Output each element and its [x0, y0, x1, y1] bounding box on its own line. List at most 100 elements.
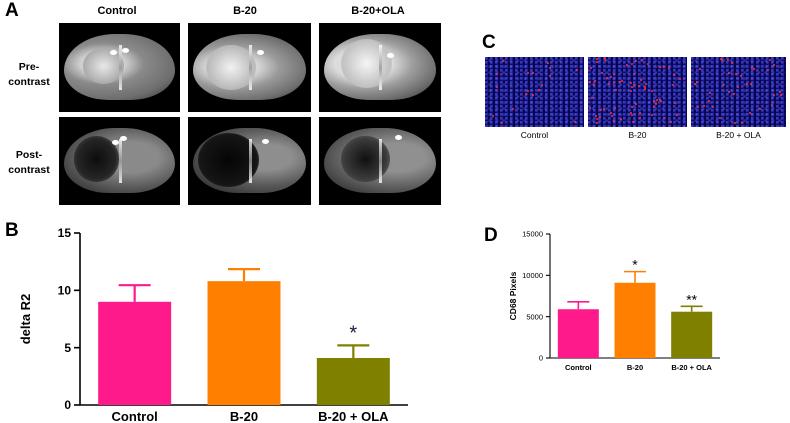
- x-tick-label: Control: [112, 409, 158, 423]
- row-label-line2: contrast: [8, 76, 50, 88]
- y-tick-label: 5: [64, 341, 71, 355]
- chart-panel-b: 0 5 10 15 delta R2 Control B-20 B-20 + OLA *: [18, 226, 408, 423]
- cd68-signal-dot: [620, 118, 623, 121]
- cd68-signal-dot: [605, 77, 608, 79]
- cd68-signal-dot: [673, 74, 676, 77]
- cd68-signal-dot: [531, 93, 534, 96]
- panel-c-label-b20: B-20: [628, 130, 647, 140]
- if-image-b20: [588, 57, 687, 127]
- cd68-signal-dot: [650, 114, 653, 117]
- row-label-line1: Pre-: [18, 61, 40, 73]
- panel-a-letter: A: [5, 0, 19, 21]
- cd68-signal-dot: [633, 84, 636, 87]
- panel-a-row-postcontrast: Post- contrast: [2, 148, 56, 178]
- cd68-signal-dot: [731, 61, 734, 64]
- significance-mark: *: [349, 322, 357, 344]
- mri-control-postcontrast: [59, 117, 180, 205]
- y-tick-label: 15: [58, 226, 72, 240]
- cd68-signal-dot: [592, 84, 595, 87]
- panel-a-column-control: Control: [97, 5, 137, 17]
- cd68-signal-dot: [595, 61, 598, 64]
- cd68-signal-dot: [635, 103, 638, 106]
- cd68-signal-dot: [590, 96, 593, 99]
- cd68-signal-dot: [632, 72, 635, 75]
- panel-c-label-b20-ola: B-20 + OLA: [716, 130, 761, 140]
- cd68-signal-dot: [659, 99, 662, 102]
- cd68-signal-dot: [630, 85, 633, 88]
- cd68-signal-dot: [712, 105, 715, 108]
- cd68-signal-dot: [748, 111, 751, 114]
- panel-a-column-b20-ola: B-20+OLA: [351, 5, 405, 17]
- cd68-signal-dot: [609, 76, 612, 79]
- bar-b-20-ola: [671, 311, 713, 358]
- panel-a-column-b20: B-20: [233, 5, 257, 17]
- panel-c-label-control: Control: [520, 130, 549, 140]
- cd68-signal-dot: [495, 73, 498, 76]
- x-tick-label: B-20: [230, 409, 258, 423]
- cd68-signal-dot: [662, 117, 665, 120]
- cd68-signal-dot: [588, 80, 591, 83]
- cd68-signal-dot: [718, 116, 721, 119]
- mri-b20-ola-postcontrast: [319, 117, 441, 205]
- cd68-signal-dot: [631, 114, 634, 117]
- cd68-signal-dot: [501, 60, 504, 63]
- cd68-signal-dot: [527, 72, 530, 75]
- x-tick-label: B-20 + OLA: [671, 363, 712, 372]
- cd68-signal-dot: [590, 67, 593, 70]
- cd68-signal-dot: [574, 120, 577, 123]
- cd68-signal-dot: [613, 119, 616, 122]
- cd68-signal-dot: [609, 111, 612, 114]
- cd68-signal-dot: [709, 91, 712, 94]
- cd68-signal-dot: [602, 107, 605, 110]
- cd68-signal-dot: [603, 57, 606, 60]
- cd68-signal-dot: [532, 72, 535, 75]
- cd68-signal-dot: [655, 102, 658, 105]
- cd68-signal-dot: [595, 114, 598, 117]
- y-axis-label: delta R2: [18, 294, 33, 345]
- cd68-signal-dot: [722, 84, 725, 87]
- y-tick-label: 10000: [522, 271, 543, 280]
- mri-b20-postcontrast: [188, 117, 311, 205]
- cd68-signal-dot: [630, 62, 633, 65]
- cd68-signal-dot: [719, 58, 722, 61]
- cd68-signal-dot: [575, 69, 578, 72]
- bar-b-20: [614, 282, 656, 358]
- cd68-signal-dot: [630, 105, 633, 108]
- cd68-signal-dot: [588, 106, 591, 109]
- cd68-signal-dot: [732, 93, 735, 96]
- cd68-signal-dot: [752, 68, 755, 71]
- cd68-signal-dot: [524, 93, 527, 96]
- cd68-signal-dot: [595, 58, 598, 61]
- cd68-signal-dot: [740, 122, 743, 125]
- cd68-signal-dot: [600, 71, 603, 74]
- panel-d-letter: D: [484, 225, 498, 246]
- cd68-signal-dot: [736, 86, 739, 89]
- y-tick-label: 15000: [522, 230, 543, 239]
- x-tick-label: Control: [565, 363, 592, 372]
- cd68-signal-dot: [621, 80, 624, 83]
- cd68-signal-dot: [501, 121, 504, 124]
- cd68-signal-dot: [768, 58, 771, 61]
- chart-panel-d: 0 5000 10000 15000 CD68 Pixels Control B-20 * B-…: [508, 230, 720, 372]
- y-tick-label: 10: [58, 284, 72, 298]
- row-label-line1: Post-: [15, 149, 43, 161]
- mri-b20-precontrast: [188, 23, 311, 112]
- cd68-signal-dot: [645, 83, 648, 86]
- cd68-signal-dot: [618, 80, 621, 83]
- cd68-signal-dot: [658, 65, 661, 68]
- cd68-signal-dot: [707, 100, 710, 103]
- bar-control: [98, 301, 172, 405]
- significance-mark: *: [632, 257, 638, 273]
- cd68-signal-dot: [631, 120, 634, 123]
- cd68-signal-dot: [599, 109, 602, 112]
- cd68-signal-dot: [492, 114, 495, 117]
- cd68-signal-dot: [721, 58, 724, 61]
- cd68-signal-dot: [548, 67, 551, 70]
- panel-b-letter: B: [5, 220, 19, 241]
- cd68-signal-dot: [613, 107, 616, 110]
- bar-b-20-ola: [316, 357, 390, 405]
- y-tick-label: 0: [539, 354, 543, 363]
- cd68-signal-dot: [669, 120, 672, 123]
- cd68-signal-dot: [702, 104, 705, 107]
- cd68-signal-dot: [639, 111, 642, 114]
